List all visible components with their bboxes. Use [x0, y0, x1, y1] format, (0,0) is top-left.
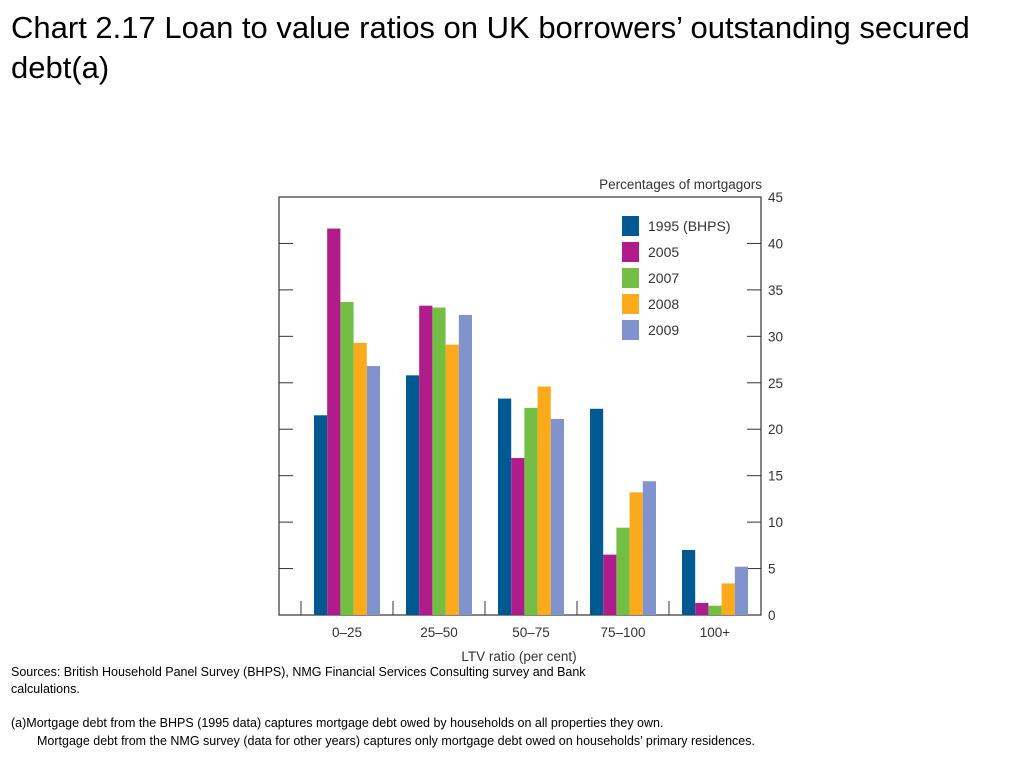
bar	[458, 314, 472, 615]
y-tick-label: 45	[768, 190, 783, 205]
x-tick-label: 75–100	[600, 625, 645, 640]
bar	[708, 605, 722, 615]
legend: 1995 (BHPS) 2005 2007 2008 2009	[622, 216, 730, 340]
x-tick-label: 25–50	[420, 625, 458, 640]
legend-swatch	[622, 320, 639, 340]
y-tick-label: 0	[768, 608, 776, 623]
y-tick-label: 20	[768, 422, 783, 437]
legend-label: 2009	[648, 322, 679, 338]
bar	[734, 566, 748, 615]
y-tick-label: 10	[768, 515, 783, 530]
bar	[432, 307, 446, 615]
x-tick-label: 50–75	[512, 625, 550, 640]
footnote-line-1: (a)Mortgage debt from the BHPS (1995 dat…	[11, 716, 664, 730]
legend-label: 1995 (BHPS)	[648, 218, 730, 234]
chart-title: Chart 2.17 Loan to value ratios on UK bo…	[11, 10, 970, 85]
footnote-line-2: Mortgage debt from the NMG survey (data …	[37, 734, 755, 748]
y-tick-label: 25	[768, 376, 783, 391]
legend-swatch	[622, 294, 639, 314]
legend-swatch	[622, 216, 639, 236]
y-axis-ticks: 0 5 10 15 20 25 30 35 40 45	[279, 190, 783, 623]
bar	[603, 554, 617, 615]
bar	[511, 458, 525, 615]
bar	[642, 481, 656, 615]
y-tick-label: 40	[768, 236, 783, 251]
legend-swatch	[622, 242, 639, 262]
y-tick-label: 30	[768, 329, 783, 344]
x-axis-label: LTV ratio (per cent)	[461, 649, 576, 664]
bars	[314, 228, 748, 616]
bar	[537, 386, 551, 615]
sources-note: Sources: British Household Panel Survey …	[11, 665, 586, 696]
bar	[524, 407, 538, 615]
legend-label: 2008	[648, 296, 679, 312]
legend-swatch	[622, 268, 639, 288]
x-tick-label: 0–25	[332, 625, 362, 640]
legend-label: 2007	[648, 270, 679, 286]
legend-label: 2005	[648, 244, 679, 260]
bar	[550, 419, 564, 615]
y-tick-label: 35	[768, 283, 783, 298]
bar	[445, 344, 459, 615]
bar	[406, 375, 420, 615]
y-tick-label: 15	[768, 469, 783, 484]
bar	[340, 301, 354, 615]
bar	[419, 305, 433, 615]
bar	[616, 527, 630, 615]
bar	[314, 415, 328, 615]
bar	[721, 583, 735, 615]
bar	[498, 398, 512, 615]
bar	[695, 602, 709, 615]
bar	[590, 408, 604, 615]
x-tick-label: 100+	[700, 625, 731, 640]
bar	[353, 342, 367, 615]
y-tick-label: 5	[768, 562, 776, 577]
bar	[327, 228, 341, 616]
bar	[629, 492, 643, 615]
bar	[682, 549, 696, 615]
bar	[366, 366, 380, 615]
y-axis-label: Percentages of mortgagors	[599, 177, 762, 192]
x-axis-ticks: 0–25 25–50 50–75 75–100 100+	[300, 601, 762, 640]
